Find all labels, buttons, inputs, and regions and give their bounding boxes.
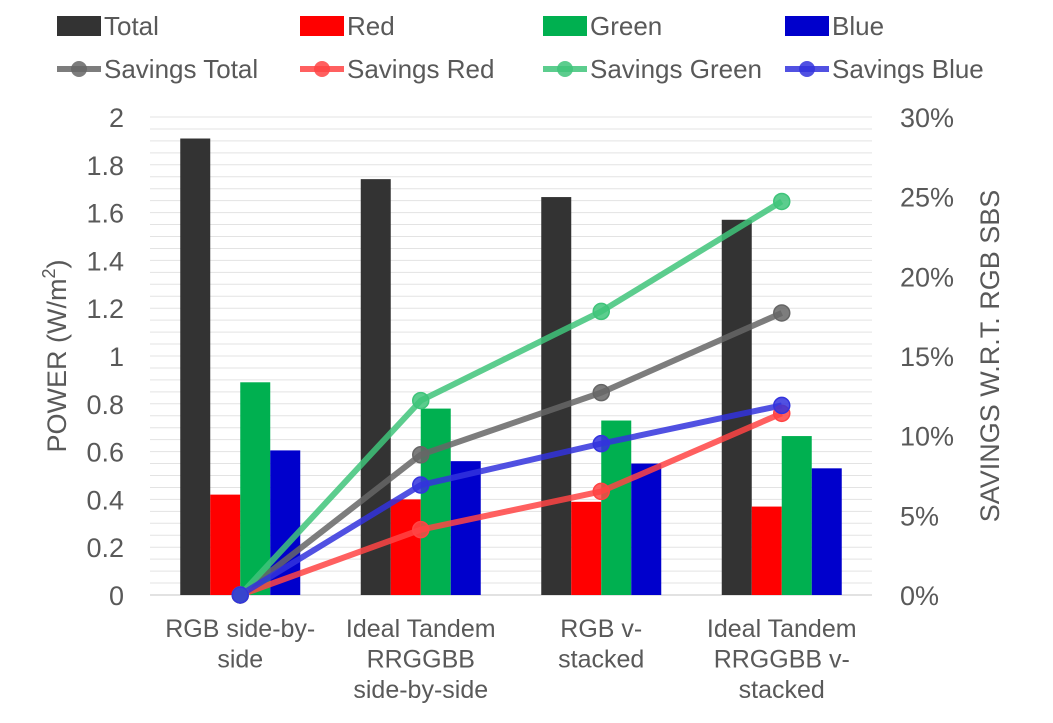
y-right-tick-label: 30% xyxy=(900,103,954,133)
y-right-tick-label: 15% xyxy=(900,342,954,372)
marker-savings-blue xyxy=(231,586,249,604)
bar-red xyxy=(390,499,421,595)
line-savings-red xyxy=(239,410,783,598)
bar-blue xyxy=(450,461,481,595)
bars xyxy=(180,138,842,595)
marker-savings-red xyxy=(412,520,430,539)
bar-red xyxy=(210,494,241,595)
bar-red xyxy=(751,506,782,595)
legend-marker-savings-total xyxy=(71,61,87,77)
x-tick-label-line: RRGGBB v- xyxy=(714,646,850,674)
y-left-tick-label: 0 xyxy=(109,581,124,611)
y-right-axis-title: SAVINGS W.R.T. RGB SBS xyxy=(975,190,1005,523)
legend: Total Red Green Blue Savings Total Savings Re… xyxy=(57,11,984,84)
bar-blue xyxy=(631,463,662,595)
marker-savings-total xyxy=(773,304,791,322)
bar-green xyxy=(420,408,451,595)
y-right-tick-label: 0% xyxy=(900,581,939,611)
legend-label: Red xyxy=(347,11,395,41)
x-tick-label-line: side xyxy=(217,646,263,674)
bar-total xyxy=(360,179,391,595)
y-right-tick-label: 25% xyxy=(900,183,954,213)
y-left-tick-label: 1.8 xyxy=(86,151,124,181)
x-tick-label-line: Ideal Tandem xyxy=(346,615,496,643)
bar-red xyxy=(571,501,602,595)
x-tick-label: RGB v-stacked xyxy=(558,615,644,674)
marker-savings-green xyxy=(412,391,430,410)
x-tick-label-line: stacked xyxy=(739,676,825,704)
marker-savings-blue xyxy=(592,434,610,453)
bar-total xyxy=(180,138,211,595)
line-savings-blue xyxy=(238,402,783,598)
line-savings-green xyxy=(238,198,784,598)
x-tick-label: Ideal Tandem RRGGBB v-stacked xyxy=(707,615,857,704)
legend-marker-savings-green xyxy=(557,61,573,77)
legend-label: Blue xyxy=(832,11,884,41)
legend-label: Total xyxy=(104,11,159,41)
y-right-tick-labels: 0% 5% 10% 15% 20% 25% 30% xyxy=(900,103,954,611)
x-tick-label-line: RGB side-by- xyxy=(165,615,315,643)
y-left-tick-label: 1 xyxy=(109,342,124,372)
bar-green xyxy=(240,382,271,595)
savings-lines xyxy=(231,192,791,604)
marker-savings-total xyxy=(412,446,430,464)
legend-marker-savings-red xyxy=(314,61,330,77)
y-left-tick-label: 0.8 xyxy=(86,390,124,420)
x-tick-label-line: stacked xyxy=(558,646,644,674)
legend-label: Savings Red xyxy=(347,54,494,84)
y-left-axis-title-sup: 2 xyxy=(39,269,59,279)
legend-swatch-total xyxy=(57,16,101,36)
x-tick-label-line: RRGGBB xyxy=(367,646,475,674)
marker-savings-blue xyxy=(773,396,791,415)
bar-green xyxy=(781,436,812,595)
marker-savings-green xyxy=(773,192,791,211)
marker-savings-green xyxy=(592,302,610,321)
marker-savings-blue xyxy=(412,476,430,494)
y-left-tick-label: 1.6 xyxy=(86,199,124,229)
x-tick-labels: RGB side-by-side Ideal Tandem RRGGBB side-b… xyxy=(165,615,856,704)
y-left-axis-title-main: POWER (W/m xyxy=(42,279,72,453)
y-left-tick-label: 1.4 xyxy=(86,246,124,276)
y-right-tick-label: 10% xyxy=(900,422,954,452)
y-left-tick-labels: 0 0.2 0.4 0.6 0.8 1 1.2 1.4 1.6 1.8 2 xyxy=(86,103,124,611)
x-tick-label-line: Ideal Tandem xyxy=(707,615,857,643)
legend-label: Savings Total xyxy=(104,54,258,84)
legend-marker-savings-blue xyxy=(799,61,815,77)
bar-total xyxy=(541,197,572,595)
y-left-tick-label: 1.2 xyxy=(86,294,124,324)
legend-swatch-red xyxy=(300,16,344,36)
legend-label: Green xyxy=(590,11,662,41)
legend-label: Savings Blue xyxy=(832,54,984,84)
x-tick-label-line: RGB v- xyxy=(560,615,642,643)
y-left-axis-title-end: ) xyxy=(42,260,72,269)
legend-label: Savings Green xyxy=(590,54,762,84)
x-tick-label: Ideal Tandem RRGGBB side-by-side xyxy=(346,615,496,704)
y-left-tick-label: 0.4 xyxy=(86,485,124,515)
y-left-axis-title: POWER (W/m2) xyxy=(39,260,72,453)
y-left-tick-label: 2 xyxy=(109,103,124,133)
x-tick-label: RGB side-by-side xyxy=(165,615,315,674)
bar-total xyxy=(721,219,752,595)
x-tick-label-line: side-by-side xyxy=(353,676,488,704)
line-savings-total xyxy=(238,310,783,598)
marker-savings-red xyxy=(592,482,610,501)
marker-savings-total xyxy=(592,383,610,402)
bar-blue xyxy=(811,468,842,595)
y-left-tick-label: 0.6 xyxy=(86,438,124,468)
legend-swatch-green xyxy=(543,16,587,36)
legend-swatch-blue xyxy=(785,16,829,36)
y-right-tick-label: 20% xyxy=(900,262,954,292)
y-left-tick-label: 0.2 xyxy=(86,533,124,563)
y-right-tick-label: 5% xyxy=(900,501,939,531)
